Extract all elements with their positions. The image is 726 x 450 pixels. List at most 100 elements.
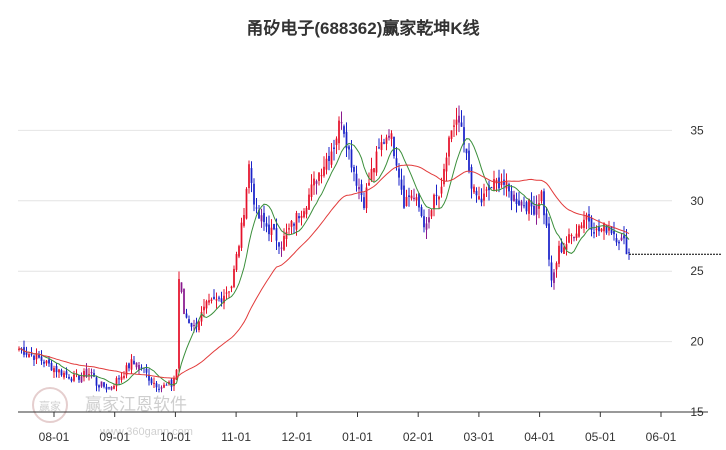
- candle-body: [245, 188, 248, 219]
- candle-body: [350, 149, 353, 168]
- candle-body: [558, 245, 560, 264]
- candle-body: [203, 306, 205, 311]
- candle-body: [268, 224, 270, 235]
- candle-body: [368, 182, 370, 186]
- candle-body: [360, 184, 363, 196]
- x-tick-label: 11-01: [221, 430, 251, 444]
- candle-body: [58, 369, 60, 373]
- candle-body: [423, 216, 425, 228]
- candle-body: [310, 184, 313, 197]
- candle-body: [153, 382, 155, 384]
- candle-body: [615, 238, 618, 243]
- y-tick-label: 35: [690, 123, 704, 137]
- candle-body: [413, 197, 415, 200]
- candle-body: [338, 120, 340, 144]
- candle-body: [125, 365, 128, 376]
- candle-body: [598, 226, 600, 232]
- candle-body: [73, 374, 75, 381]
- candle-body: [433, 194, 435, 209]
- grid-lines: [18, 129, 672, 413]
- candle-body: [35, 353, 38, 360]
- candle-body: [230, 286, 233, 289]
- candle-body: [93, 373, 95, 377]
- candle-body: [220, 298, 223, 302]
- candle-body: [53, 368, 55, 373]
- candle-body: [625, 236, 628, 255]
- candle-body: [318, 172, 320, 181]
- candle-body: [68, 376, 70, 379]
- candle-body: [253, 183, 255, 205]
- candle-body: [578, 225, 580, 237]
- candle-body: [33, 355, 35, 360]
- candle-body: [555, 263, 558, 270]
- candle-body: [455, 119, 458, 125]
- candle-body: [563, 247, 565, 254]
- candle-body: [390, 133, 393, 139]
- candle-body: [283, 236, 285, 250]
- candle-body: [493, 179, 495, 190]
- candle-body: [173, 378, 175, 387]
- candle-body: [170, 379, 173, 387]
- candle-body: [595, 228, 598, 231]
- candle-body: [60, 370, 63, 376]
- candle-body: [98, 385, 100, 388]
- x-tick-label: 12-01: [281, 430, 312, 444]
- candle-body: [145, 368, 148, 373]
- candle-body: [225, 292, 228, 294]
- candle-body: [43, 361, 45, 364]
- candle-body: [550, 262, 553, 281]
- candle-body: [450, 130, 453, 139]
- candle-body: [228, 291, 230, 293]
- candle-body: [258, 209, 260, 219]
- candle-body: [243, 215, 245, 226]
- candle-body: [475, 190, 478, 196]
- candle-body: [618, 241, 620, 244]
- candle-body: [373, 168, 375, 173]
- candle-body: [583, 219, 585, 228]
- candle-body: [240, 222, 243, 248]
- candle-body: [190, 323, 193, 327]
- candle-body: [435, 194, 438, 196]
- candle-body: [163, 384, 165, 388]
- candle-body: [85, 368, 88, 377]
- candle-body: [210, 299, 213, 301]
- candle-body: [180, 282, 183, 292]
- candle-body: [448, 137, 450, 157]
- candle-body: [613, 230, 615, 235]
- candle-body: [458, 115, 460, 123]
- candle-body: [543, 191, 545, 216]
- candle-body: [175, 369, 178, 381]
- candle-body: [233, 268, 235, 287]
- candle-body: [260, 215, 263, 222]
- y-tick-label: 25: [690, 264, 704, 278]
- candle-body: [70, 378, 73, 381]
- candle-body: [113, 385, 115, 389]
- candle-body: [388, 135, 390, 138]
- candle-body: [415, 197, 418, 201]
- candle-body: [565, 244, 568, 250]
- candle-body: [460, 122, 463, 127]
- candle-body: [363, 197, 365, 209]
- candle-body: [183, 288, 185, 314]
- candle-body: [593, 232, 595, 234]
- candle-body: [293, 223, 295, 226]
- chart-title: 甬矽电子(688362)赢家乾坤K线: [246, 19, 480, 38]
- moving-average-lines: [18, 138, 630, 386]
- candle-body: [150, 378, 153, 384]
- candle-body: [453, 125, 455, 127]
- candle-body: [600, 228, 603, 232]
- candle-body: [510, 191, 513, 201]
- candle-body: [248, 164, 250, 189]
- candle-body: [528, 198, 530, 214]
- candle-body: [333, 147, 335, 149]
- candle-body: [130, 359, 133, 370]
- candle-body: [90, 372, 93, 374]
- candle-body: [488, 185, 490, 191]
- candle-body: [438, 196, 440, 200]
- candle-body: [430, 210, 433, 217]
- candle-body: [50, 362, 53, 371]
- candle-body: [495, 179, 498, 184]
- candle-body: [315, 181, 318, 184]
- candle-body: [590, 217, 593, 230]
- candle-body: [520, 201, 523, 206]
